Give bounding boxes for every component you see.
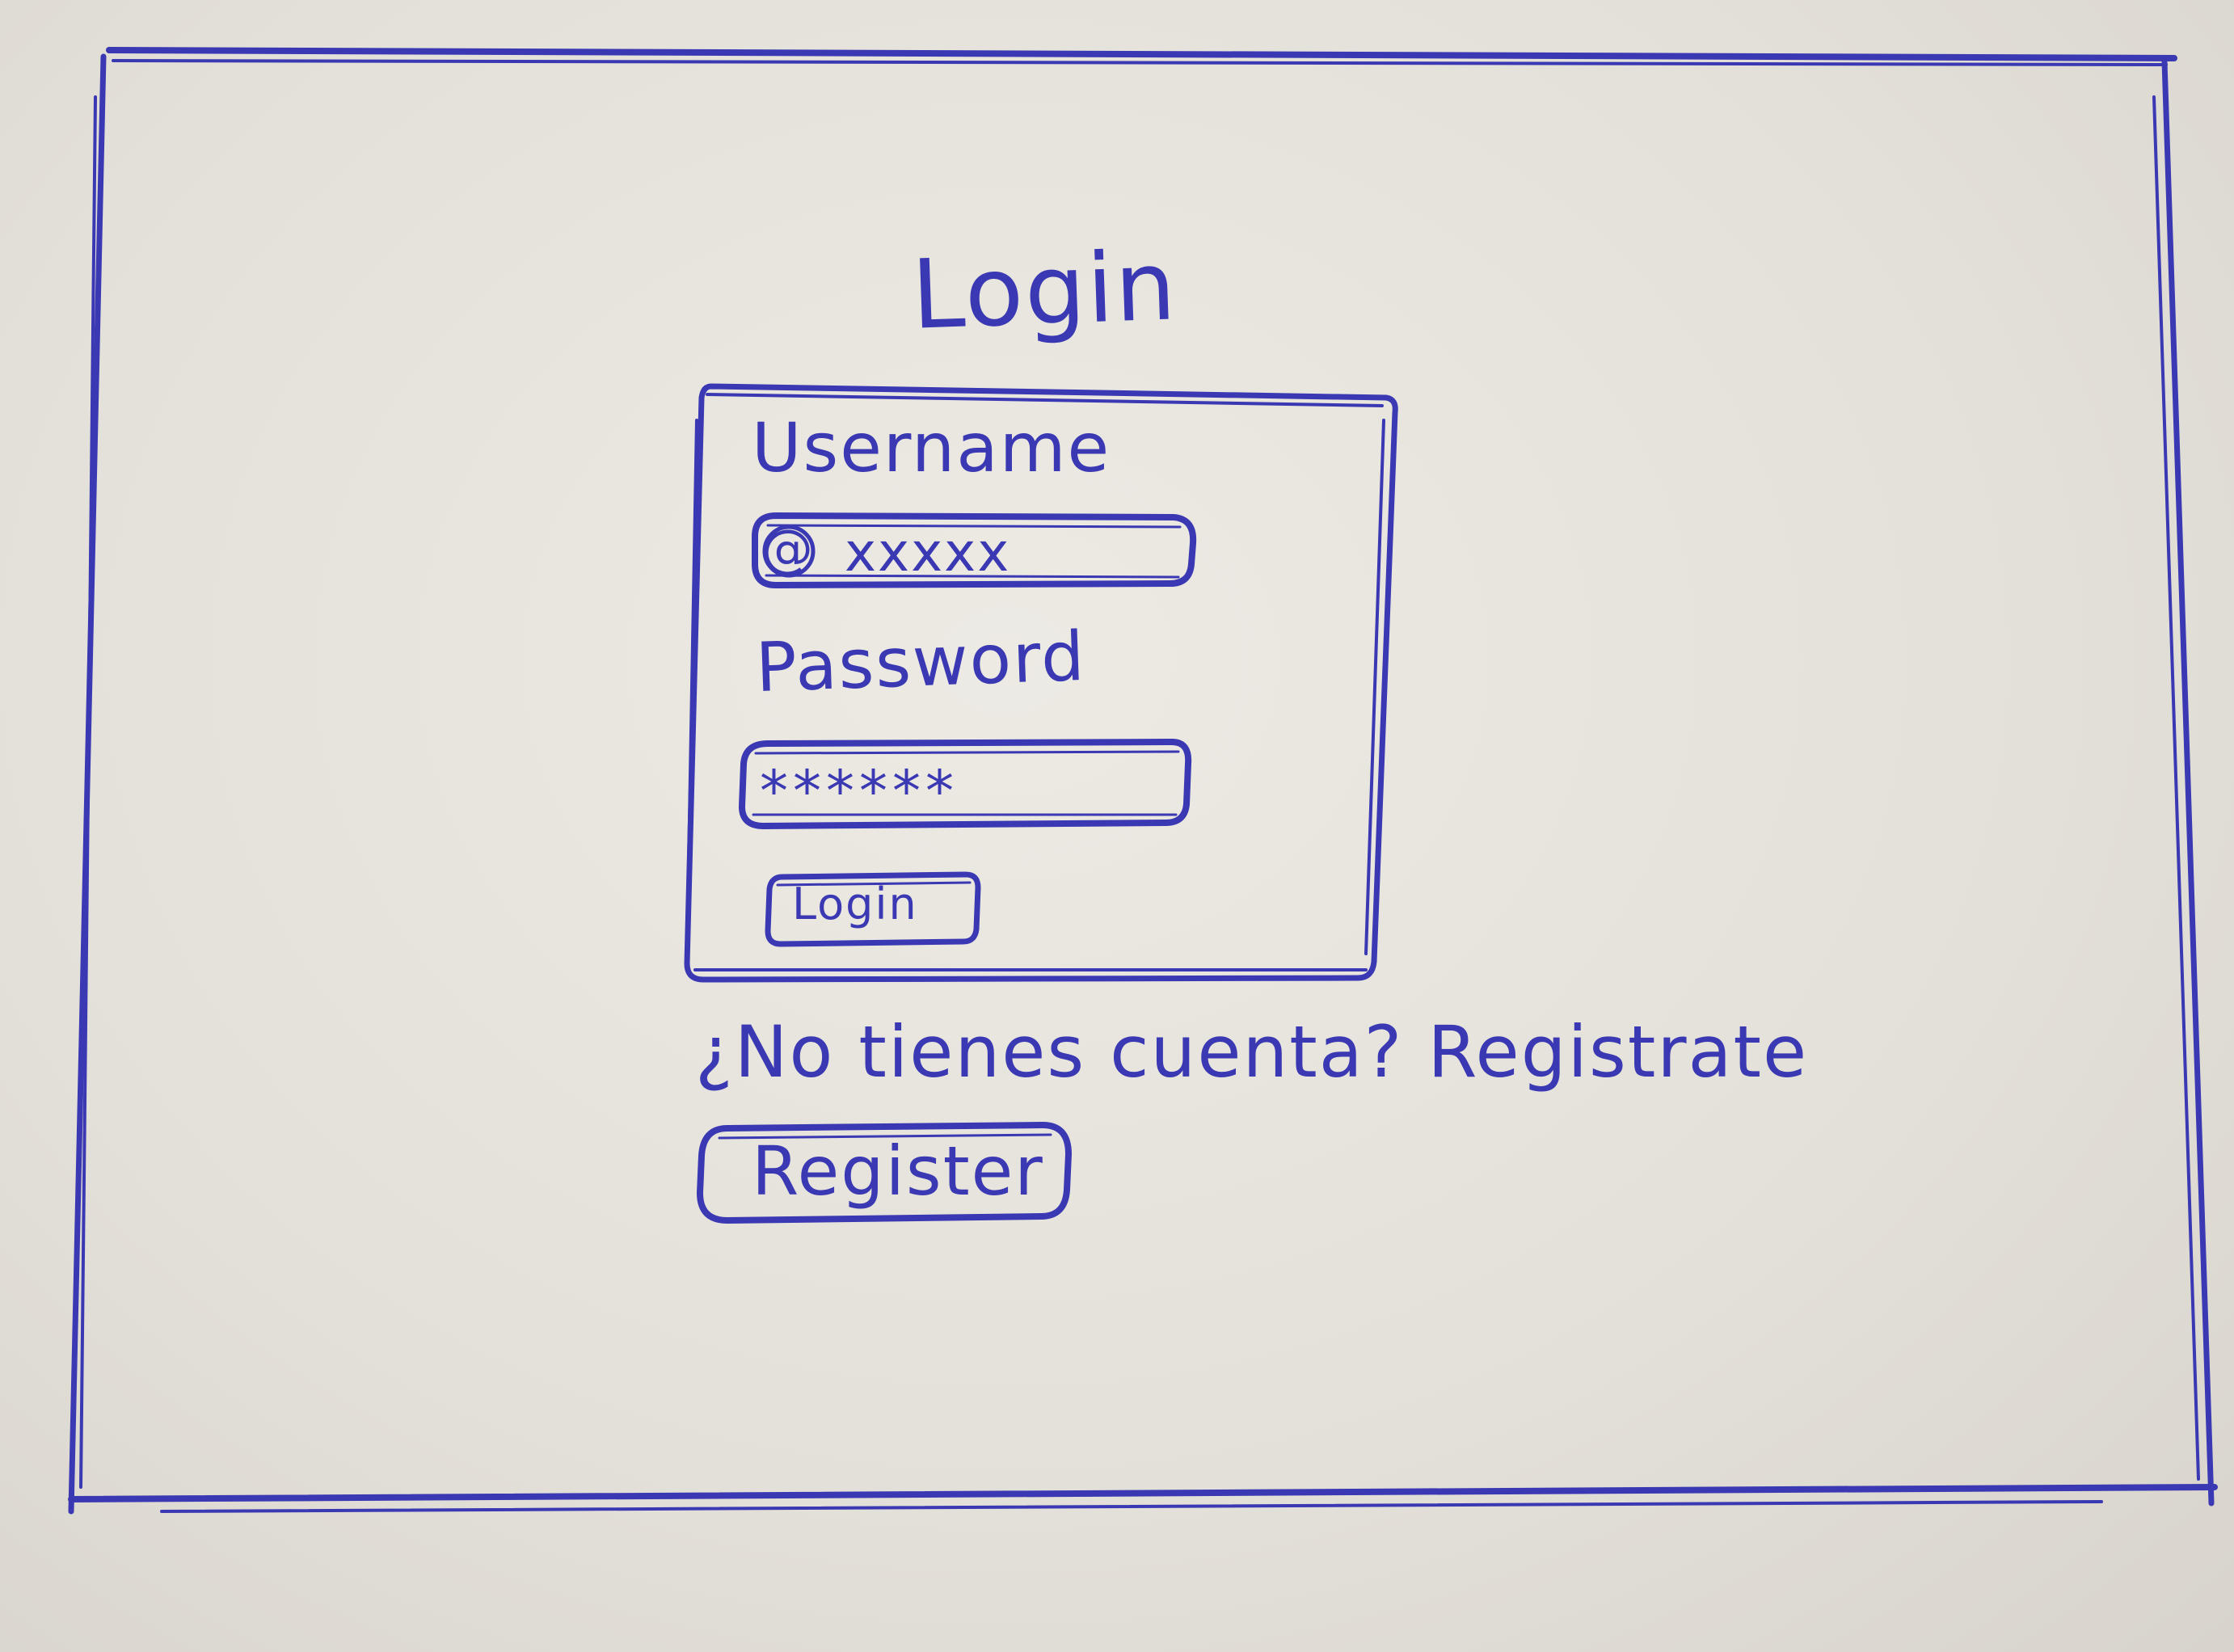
username-label: Username xyxy=(752,408,1111,487)
window-frame xyxy=(68,47,2218,1515)
login-button-outline xyxy=(765,871,981,947)
register-button[interactable] xyxy=(700,1125,1069,1220)
password-value: ****** xyxy=(760,758,959,824)
username-value: xxxxx xyxy=(845,521,1011,584)
login-button-label: Login xyxy=(792,879,918,929)
at-icon-circle xyxy=(762,525,816,578)
register-prompt: ¿No tienes cuenta? Registrate xyxy=(695,1010,1809,1094)
username-input[interactable] xyxy=(755,516,1193,585)
password-label: Password xyxy=(754,616,1087,708)
username-field-outline xyxy=(752,512,1197,588)
login-button[interactable] xyxy=(768,874,978,944)
login-form-box xyxy=(684,383,1398,983)
password-input[interactable] xyxy=(742,742,1188,826)
register-button-outline xyxy=(697,1122,1072,1224)
register-button-label: Register xyxy=(752,1132,1044,1211)
at-icon: @ xyxy=(761,520,815,579)
page-title: Login xyxy=(909,230,1179,351)
password-field-outline xyxy=(739,739,1192,829)
